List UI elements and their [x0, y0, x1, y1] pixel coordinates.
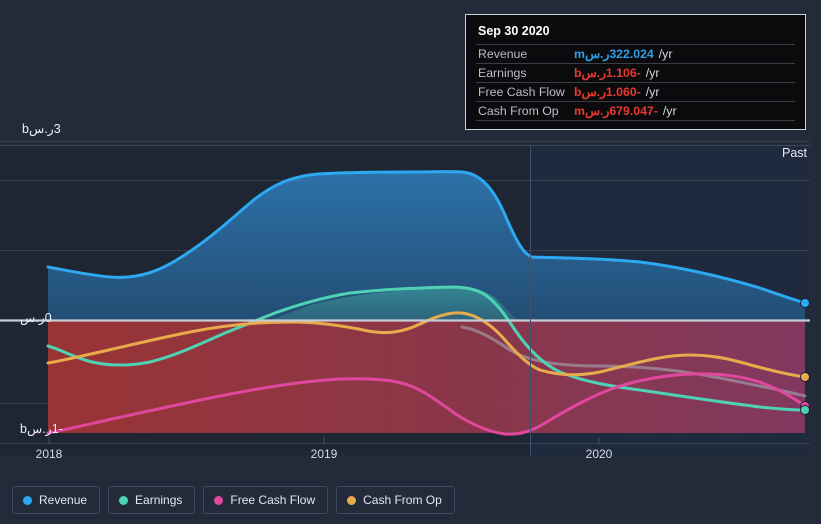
cash-from-op-line	[46, 311, 807, 379]
revenue-swatch-icon	[23, 495, 32, 505]
y-axis-label-zero: 0ر.س	[20, 311, 52, 325]
earnings-endpoint	[800, 405, 810, 415]
revenue-line	[46, 170, 807, 305]
series-endpoints	[800, 298, 810, 415]
y-axis-label-bottom: -1ر.سb	[20, 422, 63, 436]
tooltip-unit-free-cash-flow: /yr	[645, 85, 660, 99]
tooltip-value-revenue: 322.024ر.سm	[574, 47, 654, 61]
tooltip-row-free-cash-flow: Free Cash Flow -1.060ر.سb /yr	[476, 82, 795, 101]
tooltip-value-cash-from-op: -679.047ر.سm	[574, 104, 658, 118]
tooltip-unit-cash-from-op: /yr	[662, 104, 677, 118]
tooltip-row-cash-from-op: Cash From Op -679.047ر.سm /yr	[476, 101, 795, 121]
past-region-label: Past	[781, 146, 807, 160]
x-tick-marks	[48, 437, 600, 444]
revenue-area	[48, 171, 805, 320]
negative-region	[48, 321, 805, 433]
earnings-line	[46, 285, 807, 412]
chart-legend: Revenue Earnings Free Cash Flow Cash Fro…	[12, 486, 455, 514]
earnings-swatch-icon	[119, 495, 129, 505]
chart-plot-area: 3ر.سb 0ر.س -1ر.سb 2018 2019 2020 Past	[0, 0, 821, 461]
legend-label-revenue: Revenue	[39, 493, 88, 507]
free-cash-flow-line	[46, 372, 807, 436]
revenue-endpoint	[800, 298, 810, 308]
free-cash-flow-swatch-icon	[214, 495, 224, 505]
x-axis-label-2020: 2020	[585, 447, 613, 461]
tooltip-date: Sep 30 2020	[478, 24, 550, 38]
y-axis-label-top: 3ر.سb	[22, 122, 61, 136]
chart-svg	[0, 0, 821, 455]
x-axis-label-2018: 2018	[35, 447, 63, 461]
tooltip-row-revenue: Revenue 322.024ر.سm /yr	[476, 44, 795, 63]
tooltip-label-free-cash-flow: Free Cash Flow	[478, 85, 565, 99]
legend-item-revenue[interactable]: Revenue	[12, 486, 101, 514]
legend-item-cash-from-op[interactable]: Cash From Op	[336, 486, 455, 514]
tooltip-unit-revenue: /yr	[658, 47, 673, 61]
tooltip-label-cash-from-op: Cash From Op	[478, 104, 559, 118]
legend-item-earnings[interactable]: Earnings	[108, 486, 196, 514]
tooltip-label-earnings: Earnings	[478, 66, 527, 80]
data-tooltip: Sep 30 2020 Revenue 322.024ر.سm /yr Earn…	[465, 14, 806, 130]
tooltip-label-revenue: Revenue	[478, 47, 528, 61]
legend-label-earnings: Earnings	[135, 493, 183, 507]
legend-label-cash-from-op: Cash From Op	[363, 493, 442, 507]
cash-from-op-swatch-icon	[347, 495, 357, 505]
legend-item-free-cash-flow[interactable]: Free Cash Flow	[203, 486, 329, 514]
x-axis-label-2019: 2019	[310, 447, 338, 461]
cash-from-op-endpoint	[800, 372, 810, 382]
tooltip-value-free-cash-flow: -1.060ر.سb	[574, 85, 641, 99]
tooltip-value-earnings: -1.106ر.سb	[574, 66, 641, 80]
tooltip-row-earnings: Earnings -1.106ر.سb /yr	[476, 63, 795, 82]
legend-label-free-cash-flow: Free Cash Flow	[230, 493, 316, 507]
right-gutter	[810, 0, 821, 455]
tooltip-unit-earnings: /yr	[645, 66, 660, 80]
cash-from-op-underlay	[460, 325, 807, 398]
